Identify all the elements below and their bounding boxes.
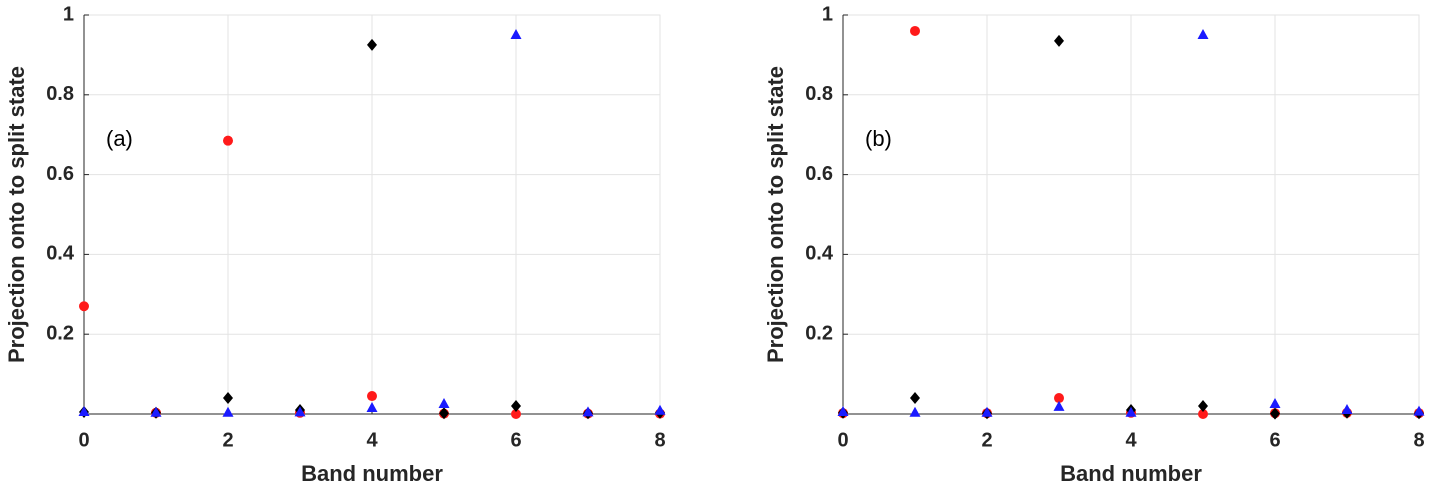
x-tick-label: 2 xyxy=(222,429,233,451)
point xyxy=(366,402,378,413)
y-tick-label: 1 xyxy=(63,3,74,25)
point xyxy=(1054,393,1064,404)
point xyxy=(367,38,377,51)
y-tick-label: 0.4 xyxy=(46,243,75,265)
y-tick-label: 0.6 xyxy=(805,163,833,185)
y-tick-label: 0.2 xyxy=(46,322,74,344)
x-tick-label: 4 xyxy=(366,429,378,451)
point xyxy=(1341,404,1353,415)
point xyxy=(367,391,377,402)
point xyxy=(910,392,920,405)
point xyxy=(222,406,234,417)
y-tick-label: 0.2 xyxy=(805,322,833,344)
point xyxy=(1198,409,1208,419)
y-axis-label: Projection onto to split state xyxy=(4,66,29,363)
point xyxy=(1125,406,1137,417)
x-tick-label: 8 xyxy=(1413,429,1424,451)
point xyxy=(1270,407,1280,420)
y-tick-label: 0.6 xyxy=(46,163,74,185)
x-tick-label: 2 xyxy=(981,429,992,451)
point xyxy=(223,135,233,146)
y-axis-label: Projection onto to split state xyxy=(763,66,788,363)
x-tick-label: 8 xyxy=(654,429,665,451)
point xyxy=(1054,34,1064,47)
x-axis-label: Band number xyxy=(1060,461,1202,486)
point xyxy=(150,406,162,417)
point xyxy=(223,392,233,405)
point xyxy=(654,404,666,415)
point xyxy=(1053,400,1065,411)
point xyxy=(1197,28,1209,39)
point xyxy=(1198,400,1208,413)
y-tick-label: 0.8 xyxy=(805,83,833,105)
point xyxy=(438,398,450,409)
x-tick-label: 6 xyxy=(1269,429,1280,451)
point xyxy=(78,406,90,417)
point xyxy=(439,407,449,420)
point xyxy=(294,406,306,417)
x-axis-label: Band number xyxy=(301,461,443,486)
point xyxy=(511,400,521,413)
point xyxy=(1413,405,1425,416)
point xyxy=(582,406,594,417)
point xyxy=(910,25,920,36)
y-tick-label: 0.8 xyxy=(46,83,74,105)
point xyxy=(79,301,89,312)
point xyxy=(909,406,921,417)
x-tick-label: 0 xyxy=(78,429,89,451)
point xyxy=(1269,398,1281,409)
y-tick-label: 0.4 xyxy=(805,243,834,265)
annotation: (a) xyxy=(106,126,133,151)
point xyxy=(837,406,849,417)
point xyxy=(510,28,522,39)
point xyxy=(981,406,993,417)
x-tick-label: 4 xyxy=(1125,429,1137,451)
y-tick-label: 1 xyxy=(822,3,833,25)
annotation: (b) xyxy=(865,126,892,151)
x-tick-label: 0 xyxy=(837,429,848,451)
x-tick-label: 6 xyxy=(510,429,521,451)
point xyxy=(511,409,521,419)
